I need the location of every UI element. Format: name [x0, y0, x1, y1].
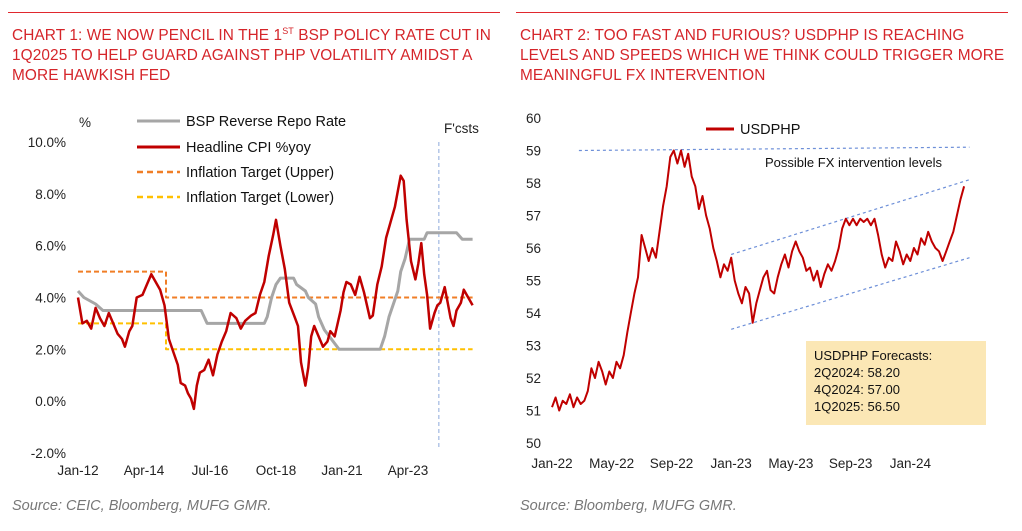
- y-tick-label: 6.0%: [35, 239, 66, 254]
- series-target-upper: [78, 270, 473, 299]
- legend-label-cpi: Headline CPI %yoy: [186, 140, 312, 156]
- y-tick-label: -2.0%: [31, 446, 66, 461]
- y-tick-label: 0.0%: [35, 394, 66, 409]
- x-tick-label: Oct-18: [256, 463, 297, 478]
- chart1-title-rest: BSP POLICY RATE CUT IN 1Q2025 TO HELP GU…: [12, 27, 491, 84]
- series-repo-rate: [76, 231, 473, 351]
- x-tick-label: Jan-12: [57, 463, 98, 478]
- y-tick-label: 10.0%: [28, 135, 66, 150]
- chart1-forecast-label: F'csts: [444, 121, 479, 136]
- y-tick-label: 54: [526, 306, 542, 321]
- forecast-line-2: 4Q2024: 57.00: [814, 382, 900, 397]
- y-tick-label: 2.0%: [35, 342, 66, 357]
- x-tick-label: May-22: [589, 456, 634, 471]
- y-tick-label: 58: [526, 176, 541, 191]
- x-tick-label: Jan-21: [321, 463, 362, 478]
- forecast-line-1: 2Q2024: 58.20: [814, 365, 900, 380]
- chart2-title: CHART 2: TOO FAST AND FURIOUS? USDPHP IS…: [520, 27, 1005, 84]
- x-tick-label: Jan-23: [711, 456, 752, 471]
- legend-label-lower: Inflation Target (Lower): [186, 190, 334, 206]
- series-target-lower: [78, 322, 473, 351]
- chart1-title-sup: ST: [282, 26, 294, 36]
- legend-label-upper: Inflation Target (Upper): [186, 165, 334, 181]
- y-tick-label: 56: [526, 241, 541, 256]
- chart1-panel: CHART 1: WE NOW PENCIL IN THE 1ST BSP PO…: [0, 0, 500, 531]
- forecast-box: USDPHP Forecasts: 2Q2024: 58.20 4Q2024: …: [806, 341, 986, 425]
- chart1-title: CHART 1: WE NOW PENCIL IN THE 1ST BSP PO…: [12, 26, 498, 86]
- y-tick-label: 52: [526, 371, 541, 386]
- legend-label-usdphp: USDPHP: [740, 122, 800, 138]
- legend-label-repo: BSP Reverse Repo Rate: [186, 114, 346, 130]
- chart2-plot: 50 51 52 53 54 55 56 57 58 59 60 Jan-22 May-22 Sep-2…: [526, 111, 986, 471]
- chart1-plot: % F'csts -2.0%0.0%2.0%4.0%6.0%8.0%10.0% …: [28, 114, 479, 478]
- y-tick-label: 59: [526, 144, 541, 159]
- chart1-top-rule: [8, 12, 500, 13]
- series-usdphp: [551, 149, 966, 412]
- y-tick-label: 51: [526, 404, 541, 419]
- chart2-top-rule: [516, 12, 1008, 13]
- y-tick-label: 8.0%: [35, 187, 66, 202]
- x-tick-label: Sep-23: [829, 456, 873, 471]
- series-headline-cpi: [76, 174, 474, 411]
- intervention-guide-line: [578, 146, 970, 152]
- forecast-line-3: 1Q2025: 56.50: [814, 399, 900, 414]
- forecast-box-bg: [806, 341, 986, 425]
- chart1-source: Source: CEIC, Bloomberg, MUFG GMR.: [12, 498, 272, 514]
- y-tick-label: 57: [526, 209, 541, 224]
- y-tick-label: 50: [526, 436, 541, 451]
- x-tick-label: Apr-23: [388, 463, 429, 478]
- y-tick-label: 53: [526, 339, 541, 354]
- x-tick-label: Apr-14: [124, 463, 165, 478]
- x-tick-label: Jul-16: [192, 463, 229, 478]
- chart2-panel: CHART 2: TOO FAST AND FURIOUS? USDPHP IS…: [508, 0, 1008, 531]
- forecast-box-title: USDPHP Forecasts:: [814, 348, 932, 363]
- intervention-guide-line: [731, 257, 970, 330]
- x-tick-label: Jan-24: [890, 456, 932, 471]
- chart1-legend: BSP Reverse Repo Rate Headline CPI %yoy …: [137, 114, 346, 206]
- x-tick-label: Jan-22: [531, 456, 572, 471]
- chart1-unit-label: %: [79, 115, 91, 130]
- chart1-title-main: CHART 1: WE NOW PENCIL IN THE 1: [12, 27, 283, 44]
- y-tick-label: 55: [526, 274, 541, 289]
- y-tick-label: 4.0%: [35, 291, 66, 306]
- chart2-annotation: Possible FX intervention levels: [765, 155, 943, 170]
- x-tick-label: Sep-22: [650, 456, 694, 471]
- x-tick-label: May-23: [768, 456, 813, 471]
- y-tick-label: 60: [526, 111, 541, 126]
- chart2-source: Source: Bloomberg, MUFG GMR.: [520, 498, 737, 514]
